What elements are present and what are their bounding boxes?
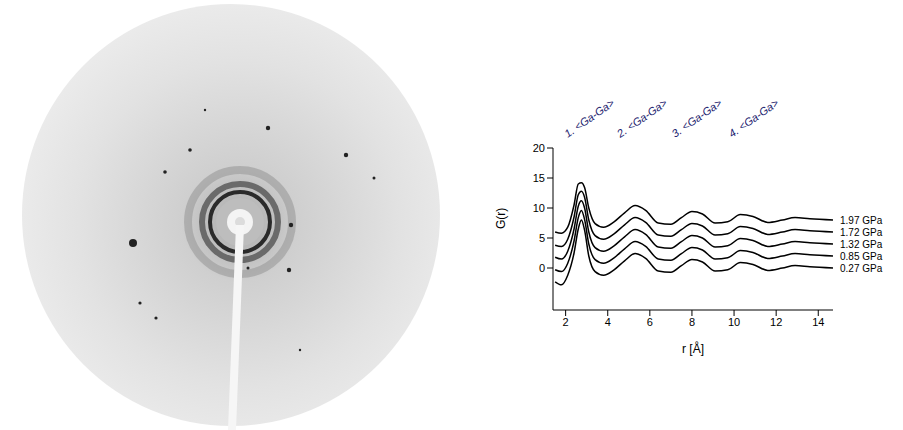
svg-text:1.72 GPa: 1.72 GPa xyxy=(840,227,883,238)
svg-text:1.97 GPa: 1.97 GPa xyxy=(840,215,883,226)
svg-text:r [Å]: r [Å] xyxy=(682,341,704,356)
svg-text:6: 6 xyxy=(647,316,653,328)
svg-text:1. <Ga-Ga>: 1. <Ga-Ga> xyxy=(562,96,617,139)
svg-text:2. <Ga-Ga>: 2. <Ga-Ga> xyxy=(614,96,670,140)
svg-text:3. <Ga-Ga>: 3. <Ga-Ga> xyxy=(669,96,724,139)
svg-text:2: 2 xyxy=(563,316,569,328)
svg-text:10: 10 xyxy=(728,316,740,328)
svg-text:1.32 GPa: 1.32 GPa xyxy=(840,239,883,250)
svg-text:14: 14 xyxy=(812,316,824,328)
svg-text:12: 12 xyxy=(770,316,782,328)
svg-text:G(r): G(r) xyxy=(494,208,508,229)
svg-text:4: 4 xyxy=(605,316,611,328)
svg-text:15: 15 xyxy=(533,172,545,184)
svg-text:0.85 GPa: 0.85 GPa xyxy=(840,251,883,262)
svg-text:4. <Ga-Ga>: 4. <Ga-Ga> xyxy=(726,96,781,139)
svg-text:20: 20 xyxy=(533,142,545,154)
svg-text:5: 5 xyxy=(539,232,545,244)
svg-text:10: 10 xyxy=(533,202,545,214)
svg-text:0: 0 xyxy=(539,262,545,274)
svg-text:8: 8 xyxy=(689,316,695,328)
svg-text:0.27 GPa: 0.27 GPa xyxy=(840,263,883,274)
